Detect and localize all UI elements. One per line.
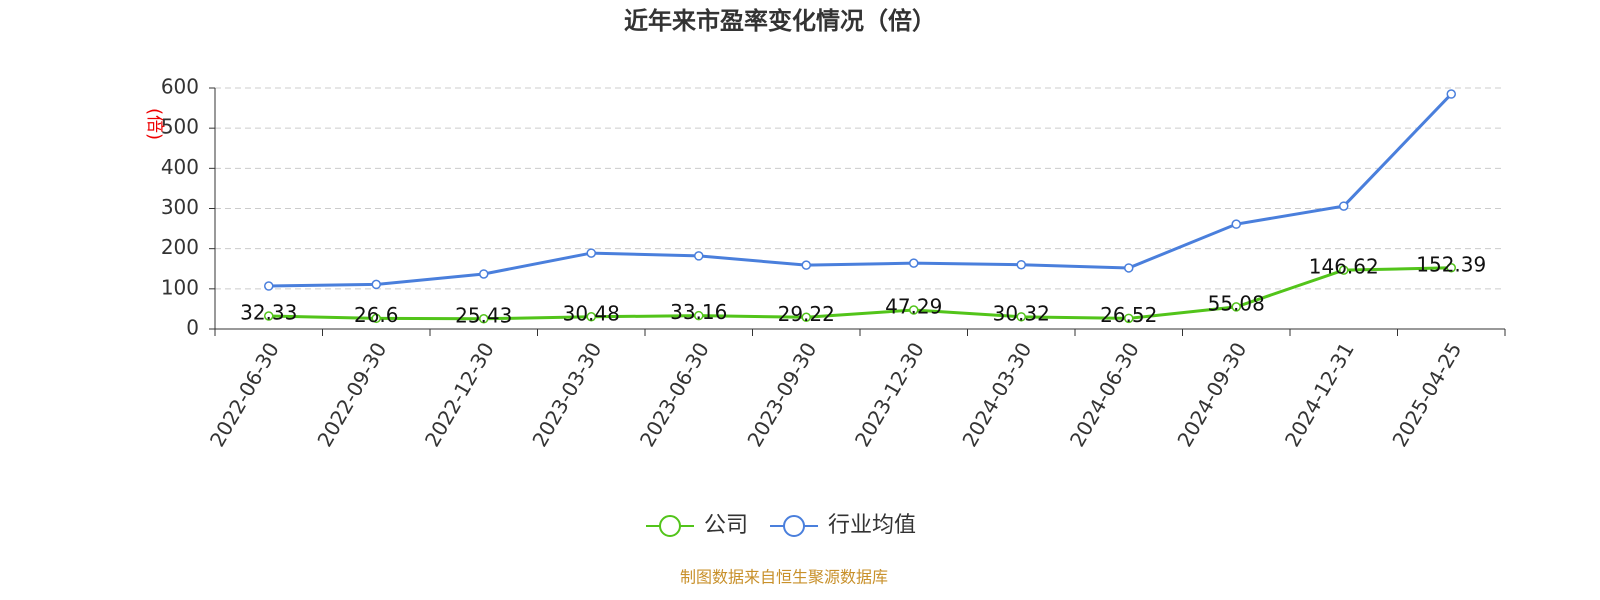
point	[694, 310, 704, 321]
data-label: 152.39	[1416, 252, 1486, 276]
point	[1446, 263, 1456, 273]
legend-marker	[783, 515, 806, 537]
point	[479, 314, 489, 324]
y-tick-label: 100	[161, 275, 199, 299]
point	[1016, 259, 1026, 270]
legend-label: 行业均值	[828, 513, 916, 538]
x-tick-label: 2024-12-31	[1280, 338, 1359, 451]
data-label: 29.22	[778, 302, 835, 326]
data-label: 55.08	[1208, 291, 1265, 315]
data-label: 30.32	[993, 301, 1050, 325]
data-label: 26.6	[354, 303, 399, 327]
legend-label: 公司	[704, 513, 748, 538]
data-label: 30.48	[563, 301, 620, 325]
series-line	[268, 92, 1453, 288]
data-label: 26.52	[1100, 303, 1157, 327]
y-tick-label: 200	[161, 235, 199, 259]
point	[1339, 265, 1349, 275]
x-tick-label: 2024-06-30	[1065, 338, 1144, 451]
y-tick-label: 0	[186, 316, 199, 340]
chart-title: 近年来市盈率变化情况（倍）	[624, 7, 936, 35]
y-tick-label: 500	[161, 115, 199, 139]
y-tick-label: 300	[161, 195, 199, 219]
point	[586, 312, 596, 322]
point	[264, 311, 274, 321]
point	[1124, 313, 1134, 324]
x-tick-label: 2023-12-30	[850, 338, 929, 451]
point	[1231, 302, 1241, 312]
data-label: 32.33	[240, 301, 297, 325]
x-tick-label: 2022-06-30	[205, 338, 284, 451]
x-tick-label: 2024-09-30	[1172, 338, 1251, 451]
point	[1231, 219, 1241, 229]
point	[371, 279, 381, 290]
legend-marker	[659, 515, 681, 537]
point	[801, 312, 811, 323]
y-axis-label: (倍)	[144, 108, 165, 140]
point	[371, 313, 381, 324]
point	[479, 269, 489, 279]
point	[264, 281, 274, 291]
point	[1339, 201, 1349, 211]
data-label: 47.29	[885, 295, 942, 319]
point	[909, 305, 919, 315]
x-tick-label: 2023-06-30	[635, 338, 714, 451]
data-label: 146.62	[1309, 255, 1379, 279]
x-tick-label: 2025-04-25	[1387, 338, 1466, 451]
point	[1016, 312, 1026, 322]
x-tick-label: 2023-09-30	[742, 338, 821, 451]
x-tick-label: 2023-03-30	[527, 338, 606, 451]
series-line	[268, 266, 1452, 321]
point	[1446, 89, 1456, 99]
y-tick-label: 400	[161, 155, 199, 179]
x-tick-label: 2024-03-30	[957, 338, 1036, 451]
data-label: 33.16	[670, 300, 727, 324]
source-note: 制图数据来自恒生聚源数据库	[680, 568, 888, 587]
point	[909, 258, 919, 268]
point	[694, 251, 704, 261]
x-tick-label: 2022-12-30	[420, 338, 499, 451]
x-tick-label: 2022-09-30	[312, 338, 391, 451]
y-tick-label: 600	[161, 75, 199, 99]
point	[801, 260, 811, 270]
data-label: 25.43	[455, 303, 512, 327]
point	[1124, 263, 1134, 273]
point	[586, 248, 596, 258]
